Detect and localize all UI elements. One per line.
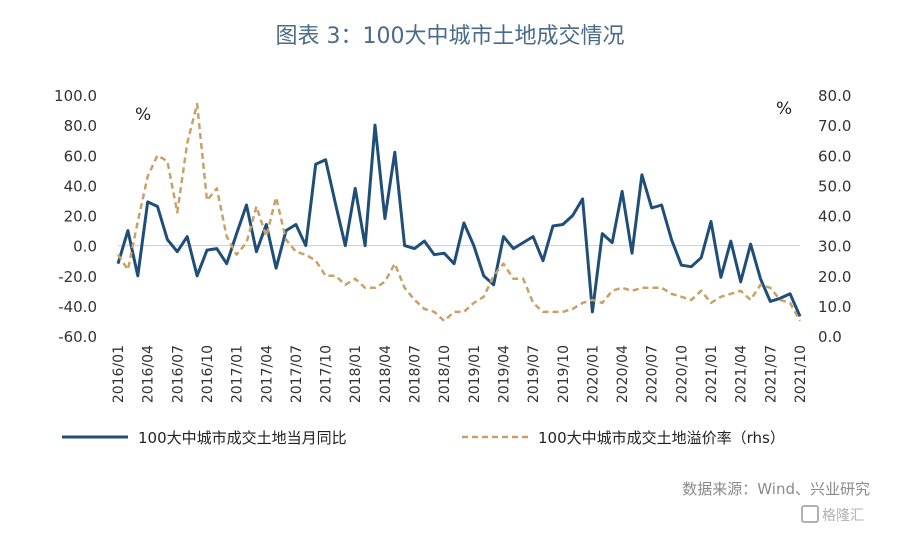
right-y-tick-label: 80.0 [818, 87, 851, 105]
x-tick-label: 2017/07 [289, 345, 305, 403]
right-y-tick-label: 20.0 [818, 268, 851, 286]
x-tick-label: 2021/04 [734, 345, 750, 403]
left-y-tick-label: 60.0 [64, 147, 97, 165]
right-y-tick-label: 0.0 [818, 328, 842, 346]
left-y-tick-label: 0.0 [73, 238, 97, 256]
chart-axes: 100.0 80.0 60.0 40.0 20.0 0.0 -20.0 -40.0 -60.0 8… [54, 87, 851, 403]
x-tick-label: 2019/04 [496, 345, 512, 403]
chart-title: 图表 3：100大中城市土地成交情况 [275, 24, 625, 49]
right-y-tick-label: 30.0 [818, 238, 851, 256]
x-tick-label: 2018/01 [348, 345, 364, 403]
x-tick-label: 2019/10 [556, 345, 572, 403]
x-tick-label: 2017/10 [319, 345, 335, 403]
series-premium-line [116, 102, 802, 323]
x-tick-label: 2016/07 [170, 345, 186, 403]
x-tick-label: 2018/04 [378, 345, 394, 403]
x-tick-label: 2016/10 [200, 345, 216, 403]
right-y-tick-label: 50.0 [818, 177, 851, 195]
left-y-tick-label: 80.0 [64, 117, 97, 135]
left-axis-unit: % [135, 105, 151, 125]
x-tick-label: 2016/01 [111, 345, 127, 403]
series-layer [116, 102, 802, 323]
right-y-tick-label: 40.0 [818, 208, 851, 226]
chart-legend: 100大中城市成交土地当月同比 100大中城市成交土地溢价率（rhs） [62, 429, 785, 447]
x-tick-label: 2019/07 [526, 345, 542, 403]
x-tick-label: 2018/07 [408, 345, 424, 403]
x-tick-label: 2020/10 [674, 345, 690, 403]
series-yoy-line [116, 123, 802, 318]
right-y-tick-label: 60.0 [818, 147, 851, 165]
watermark-logo-icon [801, 505, 819, 523]
x-tick-label: 2021/07 [763, 345, 779, 403]
x-tick-label: 2021/10 [793, 345, 809, 403]
x-tick-label: 2021/01 [704, 345, 720, 403]
watermark: 格隆汇 [801, 505, 864, 525]
left-y-tick-label: 20.0 [64, 208, 97, 226]
legend-label-premium: 100大中城市成交土地溢价率（rhs） [538, 429, 785, 447]
x-tick-label: 2019/01 [467, 345, 483, 403]
watermark-text: 格隆汇 [822, 508, 864, 524]
left-y-tick-label: 40.0 [64, 177, 97, 195]
x-tick-label: 2017/04 [259, 345, 275, 403]
x-tick-label: 2016/04 [141, 345, 157, 403]
x-tick-label: 2020/01 [585, 345, 601, 403]
x-tick-label: 2018/10 [437, 345, 453, 403]
legend-label-yoy: 100大中城市成交土地当月同比 [138, 429, 347, 447]
right-axis-unit: % [776, 99, 792, 119]
right-y-tick-label: 10.0 [818, 298, 851, 316]
x-tick-label: 2020/07 [645, 345, 661, 403]
data-source-note: 数据来源：Wind、兴业研究 [682, 480, 870, 498]
left-y-tick-label: -20.0 [58, 268, 97, 286]
left-y-tick-label: -60.0 [58, 328, 97, 346]
right-y-tick-label: 70.0 [818, 117, 851, 135]
x-tick-label: 2020/04 [615, 345, 631, 403]
left-y-tick-label: 100.0 [54, 87, 97, 105]
left-y-tick-label: -40.0 [58, 298, 97, 316]
x-tick-label: 2017/01 [230, 345, 246, 403]
